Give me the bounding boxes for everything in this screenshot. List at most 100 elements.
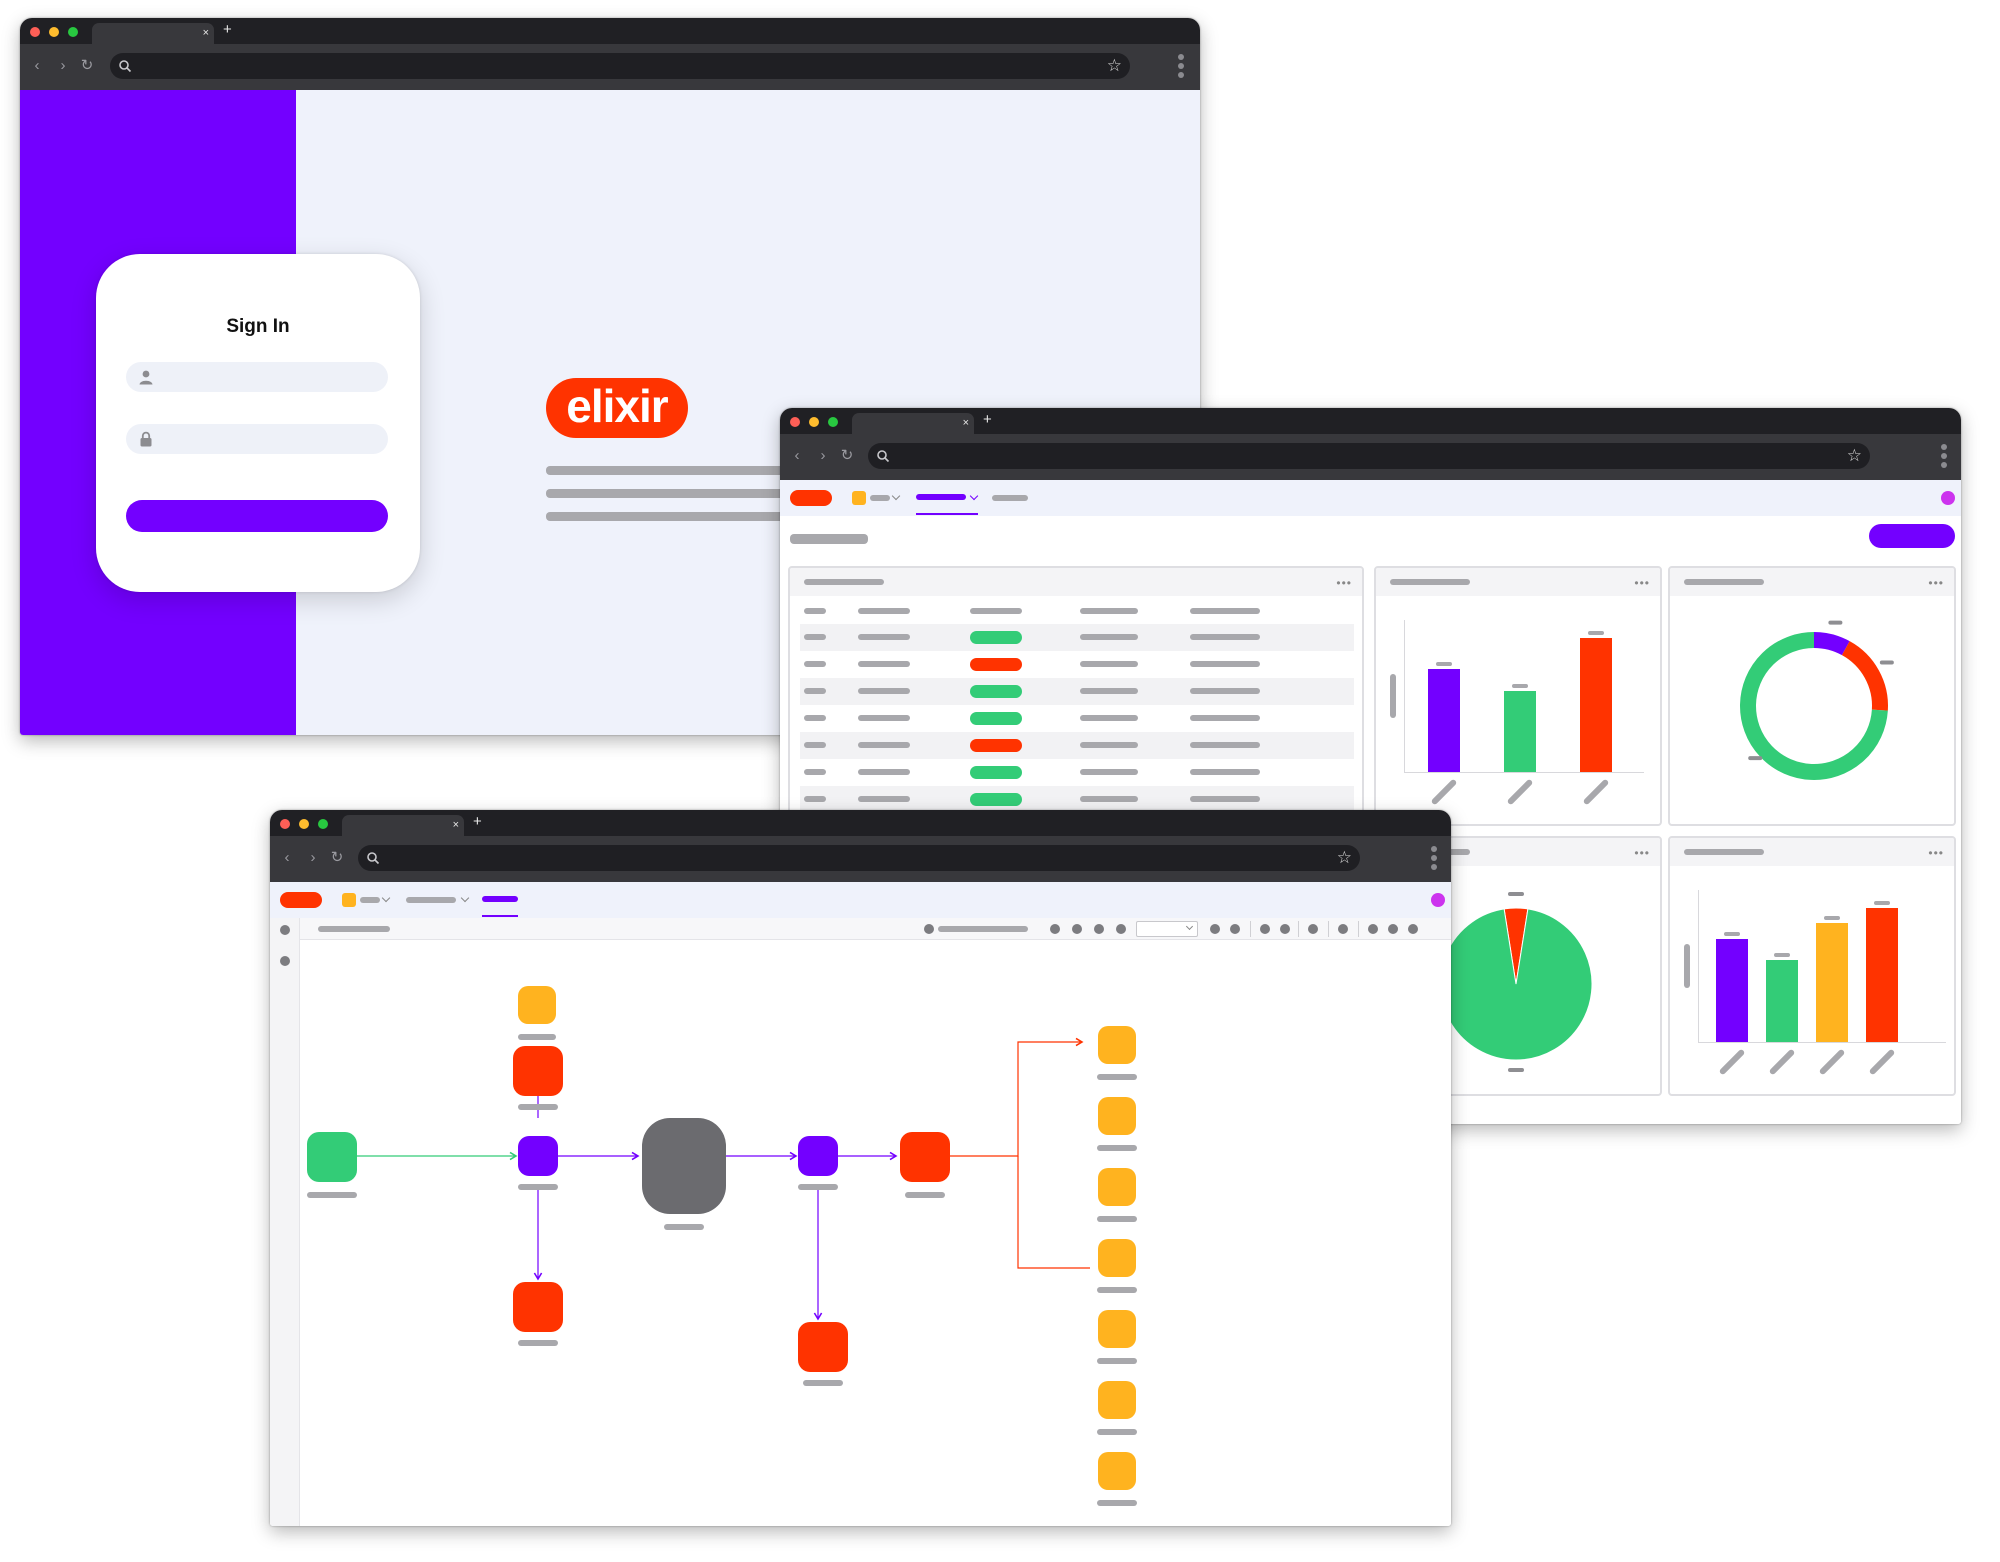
- toolbar-dot-icon[interactable]: [1072, 924, 1082, 934]
- minimize-window-button[interactable]: [809, 417, 819, 427]
- more-options-icon[interactable]: •••: [1336, 576, 1352, 590]
- toolbar-dot-icon[interactable]: [1280, 924, 1290, 934]
- toolbar-dot-icon[interactable]: [1116, 924, 1126, 934]
- decision-node[interactable]: [518, 1136, 558, 1176]
- browser-tab[interactable]: ×: [92, 23, 214, 44]
- nav-item-active[interactable]: [482, 896, 518, 902]
- output-node[interactable]: [1098, 1452, 1136, 1490]
- bookmark-star-icon[interactable]: ☆: [1846, 446, 1862, 465]
- output-node[interactable]: [1098, 1097, 1136, 1135]
- error-node[interactable]: [513, 1282, 563, 1332]
- reload-icon[interactable]: ↻: [330, 849, 344, 866]
- zoom-select[interactable]: [1136, 921, 1198, 937]
- close-window-button[interactable]: [30, 27, 40, 37]
- user-avatar[interactable]: [1941, 491, 1955, 505]
- decision-node[interactable]: [798, 1136, 838, 1176]
- bookmark-star-icon[interactable]: ☆: [1106, 56, 1122, 75]
- table-cell-placeholder: [1190, 688, 1260, 694]
- output-node[interactable]: [1098, 1239, 1136, 1277]
- table-cell-placeholder: [858, 796, 910, 802]
- gutter-dot-icon[interactable]: [280, 956, 290, 966]
- browser-menu-icon[interactable]: [1941, 444, 1947, 470]
- address-bar[interactable]: ☆: [358, 845, 1360, 871]
- data-label-placeholder: [1824, 916, 1840, 921]
- reload-icon[interactable]: ↻: [840, 447, 854, 464]
- forward-arrow-icon[interactable]: ›: [310, 849, 316, 866]
- table-cell-placeholder: [858, 742, 910, 748]
- app-logo[interactable]: [280, 892, 322, 908]
- new-tab-button[interactable]: +: [473, 813, 482, 830]
- nav-item-placeholder[interactable]: [992, 495, 1028, 501]
- gutter-dot-icon[interactable]: [280, 925, 290, 935]
- toolbar-dot-icon[interactable]: [1210, 924, 1220, 934]
- bookmark-star-icon[interactable]: ☆: [1336, 848, 1352, 867]
- column-header-placeholder: [858, 608, 910, 614]
- back-arrow-icon[interactable]: ‹: [794, 447, 800, 464]
- start-node[interactable]: [307, 1132, 357, 1182]
- back-arrow-icon[interactable]: ‹: [284, 849, 290, 866]
- minimize-window-button[interactable]: [299, 819, 309, 829]
- action-node[interactable]: [900, 1132, 950, 1182]
- tab-close-icon[interactable]: ×: [202, 27, 209, 39]
- maximize-window-button[interactable]: [318, 819, 328, 829]
- toolbar-dot-icon[interactable]: [1260, 924, 1270, 934]
- nav-item-placeholder[interactable]: [406, 897, 456, 903]
- node-label-placeholder: [1097, 1216, 1137, 1222]
- task-node[interactable]: [518, 986, 556, 1024]
- error-node[interactable]: [513, 1046, 563, 1096]
- node-label-placeholder: [1097, 1429, 1137, 1435]
- node-label-placeholder: [664, 1224, 704, 1230]
- toolbar-dot-icon[interactable]: [1388, 924, 1398, 934]
- forward-arrow-icon[interactable]: ›: [60, 57, 66, 74]
- toolbar-dot-icon[interactable]: [1308, 924, 1318, 934]
- close-window-button[interactable]: [280, 819, 290, 829]
- new-tab-button[interactable]: +: [223, 21, 232, 38]
- chevron-down-icon: [891, 491, 901, 501]
- user-avatar[interactable]: [1431, 893, 1445, 907]
- nav-item-placeholder[interactable]: [870, 495, 890, 501]
- toolbar-dot-icon[interactable]: [1338, 924, 1348, 934]
- toolbar-dot-icon[interactable]: [1230, 924, 1240, 934]
- output-node[interactable]: [1098, 1310, 1136, 1348]
- toolbar-dot-icon[interactable]: [1368, 924, 1378, 934]
- toolbar-dot-icon[interactable]: [1050, 924, 1060, 934]
- password-field[interactable]: [126, 424, 388, 454]
- error-node[interactable]: [798, 1322, 848, 1372]
- browser-menu-icon[interactable]: [1431, 846, 1437, 872]
- toolbar-dot-icon[interactable]: [1408, 924, 1418, 934]
- output-node[interactable]: [1098, 1168, 1136, 1206]
- close-window-button[interactable]: [790, 417, 800, 427]
- browser-tab[interactable]: ×: [342, 815, 464, 836]
- back-arrow-icon[interactable]: ‹: [34, 57, 40, 74]
- output-node[interactable]: [1098, 1026, 1136, 1064]
- address-bar[interactable]: ☆: [110, 53, 1130, 79]
- minimize-window-button[interactable]: [49, 27, 59, 37]
- data-label-placeholder: [1588, 631, 1604, 636]
- username-field[interactable]: [126, 362, 388, 392]
- toolbar-dot-icon[interactable]: [924, 924, 934, 934]
- table-cell-placeholder: [1080, 769, 1138, 775]
- primary-action-button[interactable]: [1869, 524, 1955, 548]
- new-tab-button[interactable]: +: [983, 411, 992, 428]
- table-cell-placeholder: [1080, 688, 1138, 694]
- tab-close-icon[interactable]: ×: [962, 417, 969, 429]
- toolbar-dot-icon[interactable]: [1094, 924, 1104, 934]
- tab-close-icon[interactable]: ×: [452, 819, 459, 831]
- reload-icon[interactable]: ↻: [80, 57, 94, 74]
- nav-item-active[interactable]: [916, 494, 966, 500]
- slice-label-placeholder: [1508, 892, 1524, 896]
- forward-arrow-icon[interactable]: ›: [820, 447, 826, 464]
- panel-header: •••: [790, 568, 1362, 596]
- maximize-window-button[interactable]: [828, 417, 838, 427]
- more-options-icon[interactable]: •••: [1928, 846, 1944, 860]
- signin-submit-button[interactable]: [126, 500, 388, 532]
- more-options-icon[interactable]: •••: [1634, 576, 1650, 590]
- process-node[interactable]: [642, 1118, 726, 1214]
- nav-item-placeholder[interactable]: [360, 897, 380, 903]
- output-node[interactable]: [1098, 1381, 1136, 1419]
- browser-menu-icon[interactable]: [1178, 54, 1184, 80]
- maximize-window-button[interactable]: [68, 27, 78, 37]
- app-logo[interactable]: [790, 490, 832, 506]
- address-bar[interactable]: ☆: [868, 443, 1870, 469]
- browser-tab[interactable]: ×: [852, 413, 974, 434]
